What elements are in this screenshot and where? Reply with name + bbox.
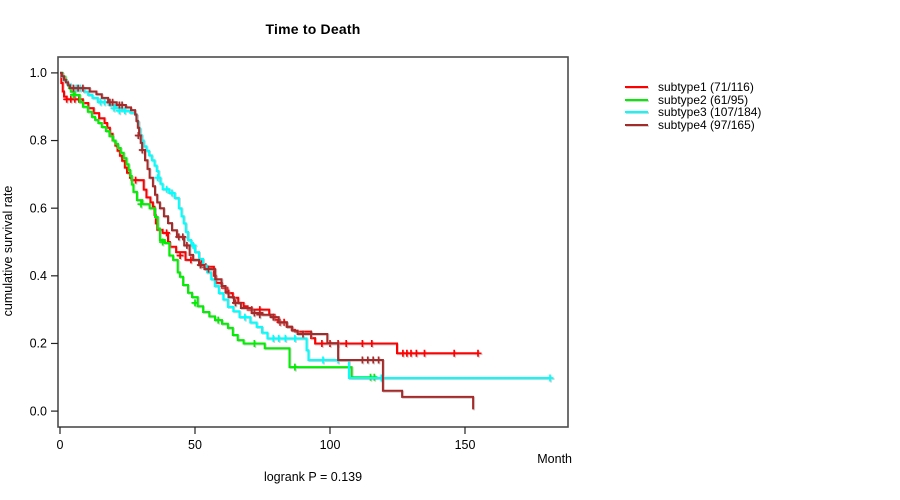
series-subtype3-censor-marks (72, 84, 554, 382)
y-tick-label: 0.0 (30, 404, 47, 418)
legend-row-subtype4: subtype4 (97/165) (625, 118, 761, 133)
subtype1-color-swatch (625, 86, 648, 89)
series-subtype2-censor-marks (70, 91, 378, 381)
y-axis-ticks: 1.0 0.8 0.6 0.4 0.2 0.0 (30, 66, 58, 418)
legend-row-subtype1: subtype1 (71/116) (625, 80, 761, 95)
legend-label-subtype2: subtype2 (61/95) (658, 92, 749, 107)
y-tick-label: 0.6 (30, 201, 47, 215)
legend-label-subtype4: subtype4 (97/165) (658, 118, 755, 133)
chart-title: Time to Death (265, 21, 361, 37)
x-tick-label: 150 (455, 438, 476, 452)
y-tick-label: 0.4 (30, 269, 47, 283)
y-tick-label: 0.8 (30, 134, 47, 148)
x-axis-title: Month (537, 452, 572, 466)
subtype4-color-swatch (625, 124, 648, 127)
subtype2-color-swatch (625, 98, 648, 101)
x-tick-label: 100 (320, 438, 341, 452)
series-subtype4-censor-marks (70, 84, 383, 364)
plot-box (57, 56, 569, 428)
series-subtype4 (60, 71, 475, 410)
x-tick-label: 0 (57, 438, 64, 452)
series-subtype1-curve (60, 71, 478, 355)
subtype3-color-swatch (625, 111, 648, 114)
legend-label-subtype3: subtype3 (107/184) (658, 105, 762, 120)
series-subtype2-curve (60, 71, 377, 379)
x-axis-ticks: 0 50 100 150 (57, 427, 476, 452)
legend-row-subtype2: subtype2 (61/95) (625, 92, 761, 107)
x-tick-label: 50 (188, 438, 202, 452)
legend-row-subtype3: subtype3 (107/184) (625, 105, 762, 120)
y-axis-title: cumulative survival rate (1, 185, 15, 317)
legend: subtype1 (71/116) subtype2 (61/95) subty… (625, 80, 762, 133)
logrank-annotation: logrank P = 0.139 (263, 470, 363, 484)
y-tick-label: 0.2 (30, 337, 47, 351)
legend-label-subtype1: subtype1 (71/116) (658, 80, 754, 95)
series-subtype3 (60, 71, 554, 382)
y-tick-label: 1.0 (30, 66, 47, 80)
series-subtype2 (60, 71, 378, 381)
series-subtype4-curve (60, 71, 475, 410)
